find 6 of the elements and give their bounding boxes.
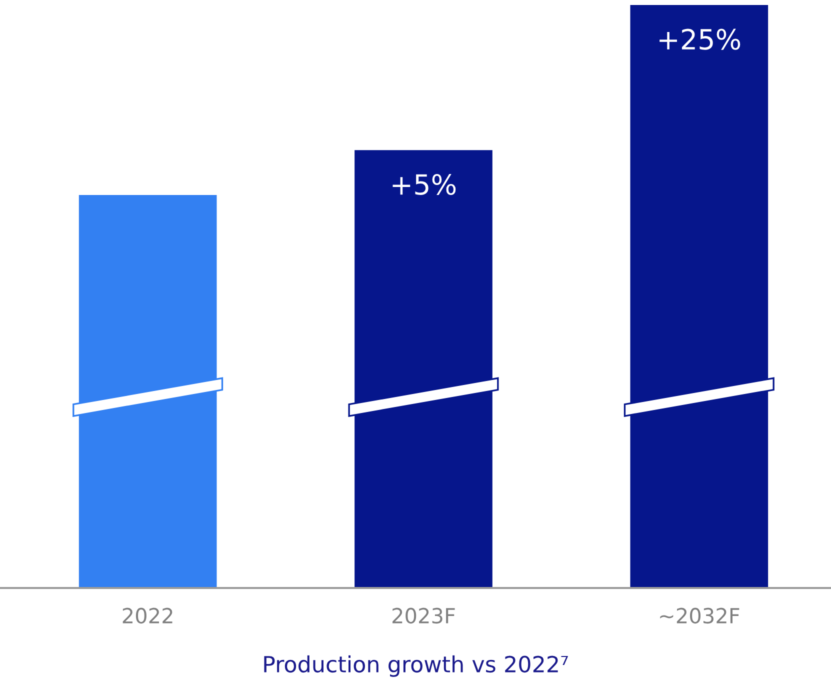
x-axis-title: Production growth vs 2022⁷ <box>264 655 568 677</box>
x-tick-label: 2022 <box>122 608 172 624</box>
annotation: +5% <box>392 174 456 195</box>
x-tick-label: ~2032F <box>660 608 740 624</box>
x-tick-label: 2023F <box>392 608 455 624</box>
annotation: +25% <box>660 28 740 50</box>
